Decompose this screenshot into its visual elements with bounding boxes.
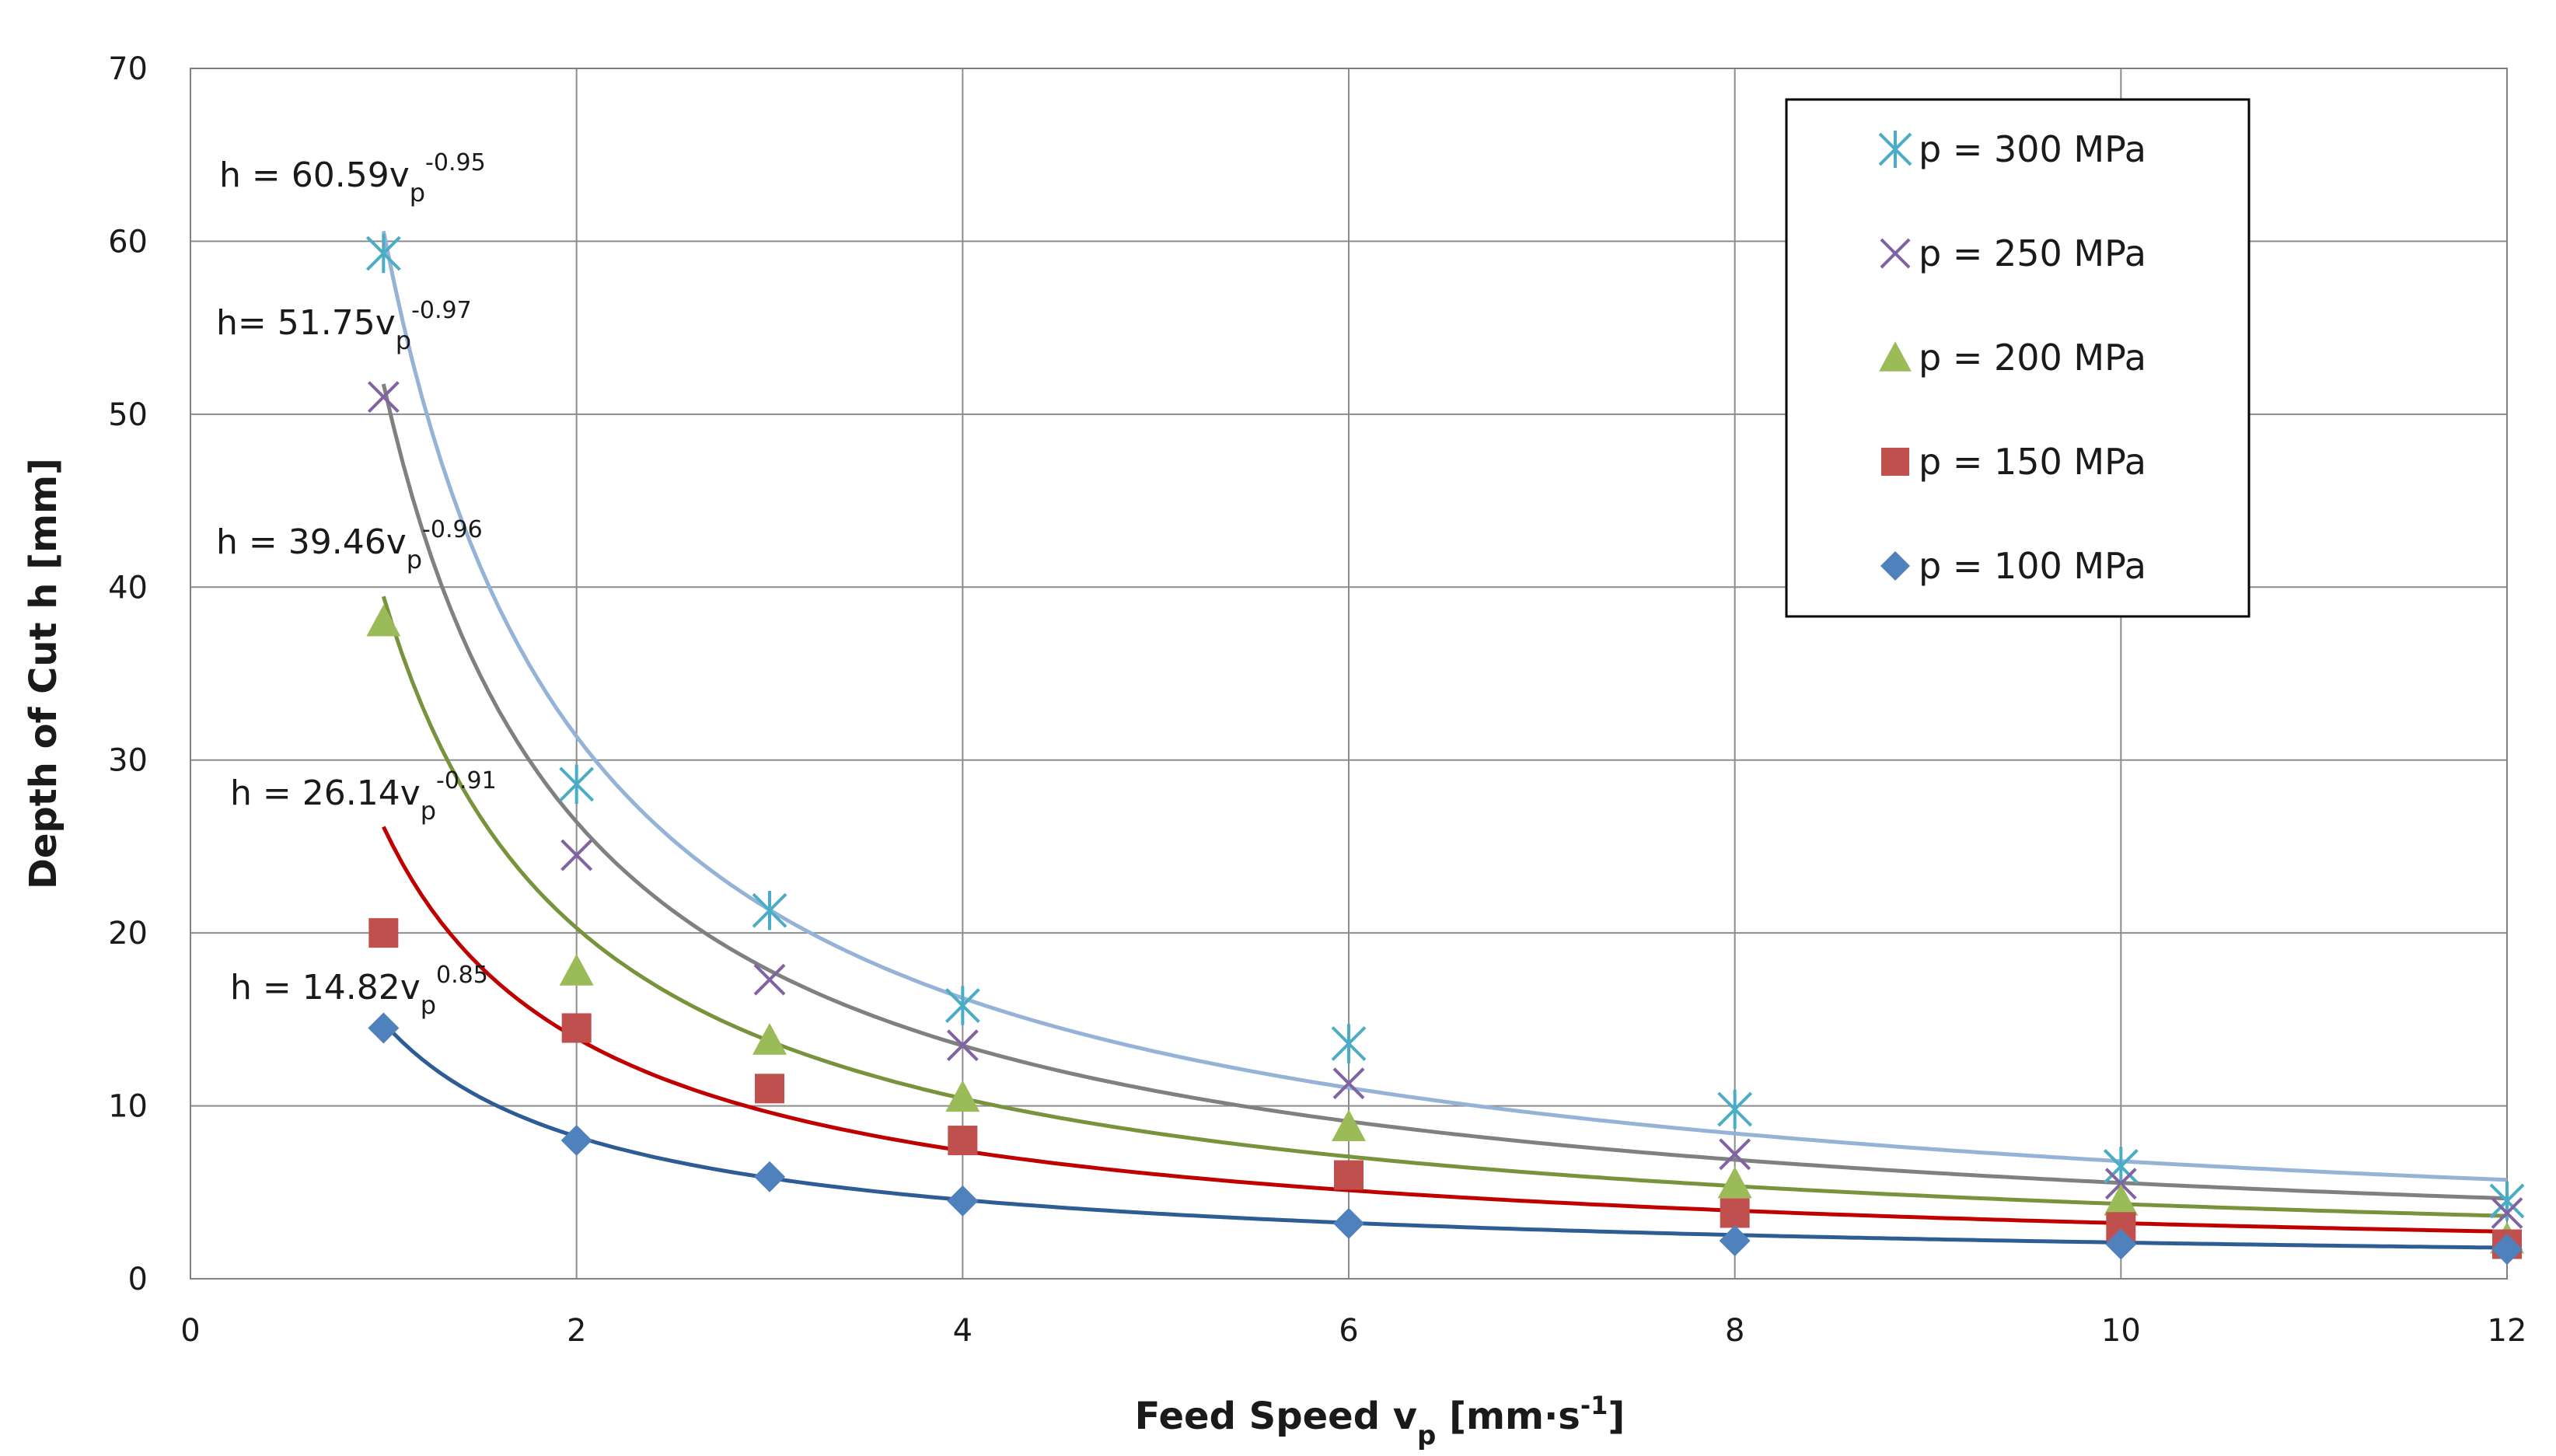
y-tick-label: 50 [108,397,148,433]
fit-equations: h = 60.59vp-0.95 h= 51.75vp-0.97 h = 39.46… [216,149,497,1021]
data-point [2104,1168,2137,1200]
data-point [754,1161,785,1192]
data-point [755,1074,784,1104]
data-point [2104,1183,2139,1216]
legend: p = 300 MPa p = 250 MPa p = 200 MPa p = 150… [1785,98,2250,618]
data-point [368,1012,400,1044]
x-axis-title: Feed Speed vp [mm·s-1] [1135,1391,1625,1451]
legend-label: p = 150 MPa [1919,441,2146,483]
data-point [948,1126,978,1156]
fit-equation: h = 26.14vp-0.91 [230,767,497,826]
data-point [1717,1166,1752,1199]
y-tick-label: 20 [108,916,148,951]
data-point [2491,1234,2523,1266]
data-point [2103,1147,2139,1186]
data-point [1719,1138,1751,1171]
fit-equation: h= 51.75vp-0.97 [216,297,472,356]
y-tick-label: 40 [108,570,148,606]
data-point [1332,1067,1365,1100]
data-point [945,1080,980,1112]
data-point [753,963,786,996]
y-tick-label: 0 [128,1262,148,1297]
data-point [1717,1089,1753,1130]
x-tick-label: 4 [953,1313,972,1349]
data-point [1720,1198,1750,1228]
data-point [2491,1197,2523,1229]
data-point [1719,1225,1751,1257]
y-axis-title: Depth of Cut h [mm] [22,458,65,889]
data-point [752,1023,787,1055]
legend-item: p = 300 MPa [1878,128,2146,170]
fit-curve [381,595,2508,1218]
data-point [947,1185,979,1217]
x-axis-ticks: 0 2 4 6 8 10 12 [180,1313,2526,1349]
legend-item: p = 200 MPa [1879,337,2146,379]
fit-curve [381,383,2508,1201]
fit-curve [382,826,2508,1234]
data-point [559,954,594,986]
x-tick-label: 6 [1339,1313,1358,1349]
y-tick-label: 10 [108,1089,148,1125]
x-tick-label: 0 [180,1313,200,1349]
data-point [367,381,400,414]
data-point [1880,447,1910,477]
data-point [1880,551,1910,581]
data-point [365,233,401,274]
legend-item: p = 150 MPa [1880,441,2146,483]
fit-curve [382,1021,2508,1250]
x-tick-label: 12 [2488,1313,2527,1349]
grid [190,68,2508,1280]
data-points [365,233,2525,1266]
data-point [1333,1207,1364,1239]
x-tick-label: 10 [2101,1313,2141,1349]
data-point [1878,131,1912,168]
fit-equation: h = 39.46vp-0.96 [216,516,483,575]
data-point [368,918,399,948]
legend-label: p = 100 MPa [1919,545,2146,587]
data-point [752,891,787,931]
fit-equation: h = 60.59vp-0.95 [219,149,486,208]
data-point [560,839,593,871]
y-axis-ticks: 0 10 20 30 40 50 60 70 [108,51,148,1297]
data-point [2105,1228,2137,1260]
plot-area [190,68,2508,1280]
x-tick-label: 8 [1725,1313,1744,1349]
y-tick-label: 60 [108,224,148,260]
legend-box [1785,98,2250,618]
data-point [559,764,595,805]
data-point [1331,1024,1367,1063]
data-point [1879,341,1912,372]
legend-label: p = 200 MPa [1919,337,2146,379]
fit-curve [381,230,2508,1182]
data-point [1332,1109,1366,1141]
fit-equation: h = 14.82vp0.85 [230,962,488,1021]
legend-label: p = 300 MPa [1919,128,2146,170]
legend-label: p = 250 MPa [1919,232,2146,274]
fit-curves [381,230,2508,1250]
x-tick-label: 2 [567,1313,586,1349]
y-tick-label: 70 [108,51,148,87]
data-point [560,1125,592,1157]
legend-item: p = 100 MPa [1880,545,2146,587]
data-point [561,1013,592,1043]
data-point [945,986,980,1025]
y-tick-label: 30 [108,743,148,779]
data-point [1334,1160,1364,1190]
legend-item: p = 250 MPa [1880,232,2146,274]
data-point [1880,238,1911,269]
data-point [366,604,401,637]
data-point [946,1029,979,1062]
